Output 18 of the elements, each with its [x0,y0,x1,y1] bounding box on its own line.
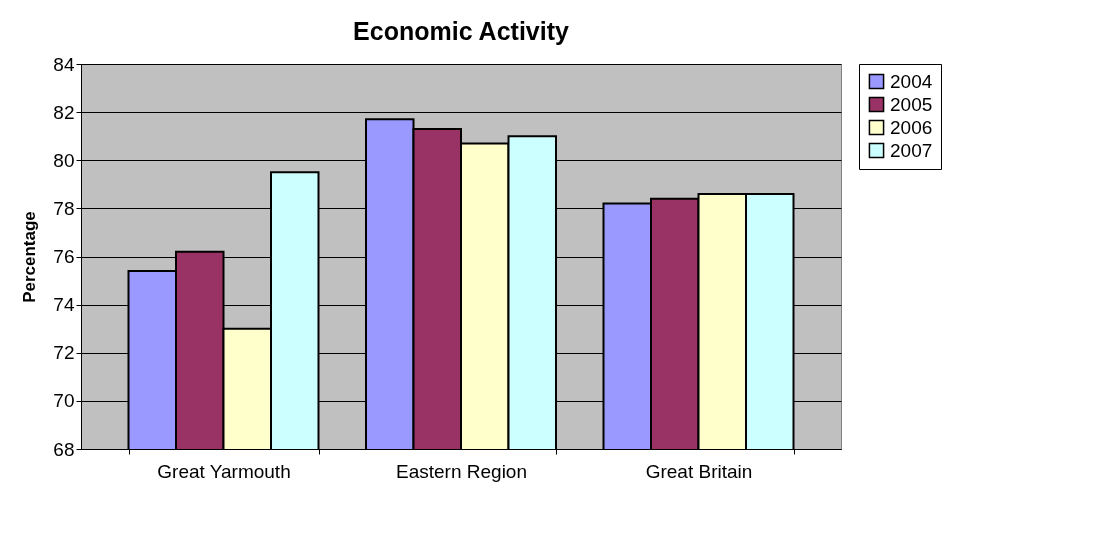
y-tick-label: 82 [53,101,75,123]
y-tick-label: 78 [53,197,75,219]
x-tick-label: Eastern Region [396,460,527,482]
y-tick-label: 80 [53,149,75,171]
legend-label: 2006 [890,116,933,138]
chart-title: Economic Activity [353,17,569,45]
legend-label: 2005 [890,93,933,115]
legend-label: 2004 [890,70,933,92]
legend-label: 2007 [890,139,933,161]
x-tick-label: Great Yarmouth [157,460,291,482]
y-tick-label: 76 [53,246,75,267]
x-tick-label: Great Britain [645,460,753,482]
y-axis-title: Percentage [20,211,40,303]
y-tick-label: 72 [53,342,75,364]
y-tick-label: 84 [53,53,75,75]
y-tick-label: 68 [53,438,75,460]
y-tick-label: 74 [53,294,75,316]
y-tick-label: 70 [53,390,75,412]
